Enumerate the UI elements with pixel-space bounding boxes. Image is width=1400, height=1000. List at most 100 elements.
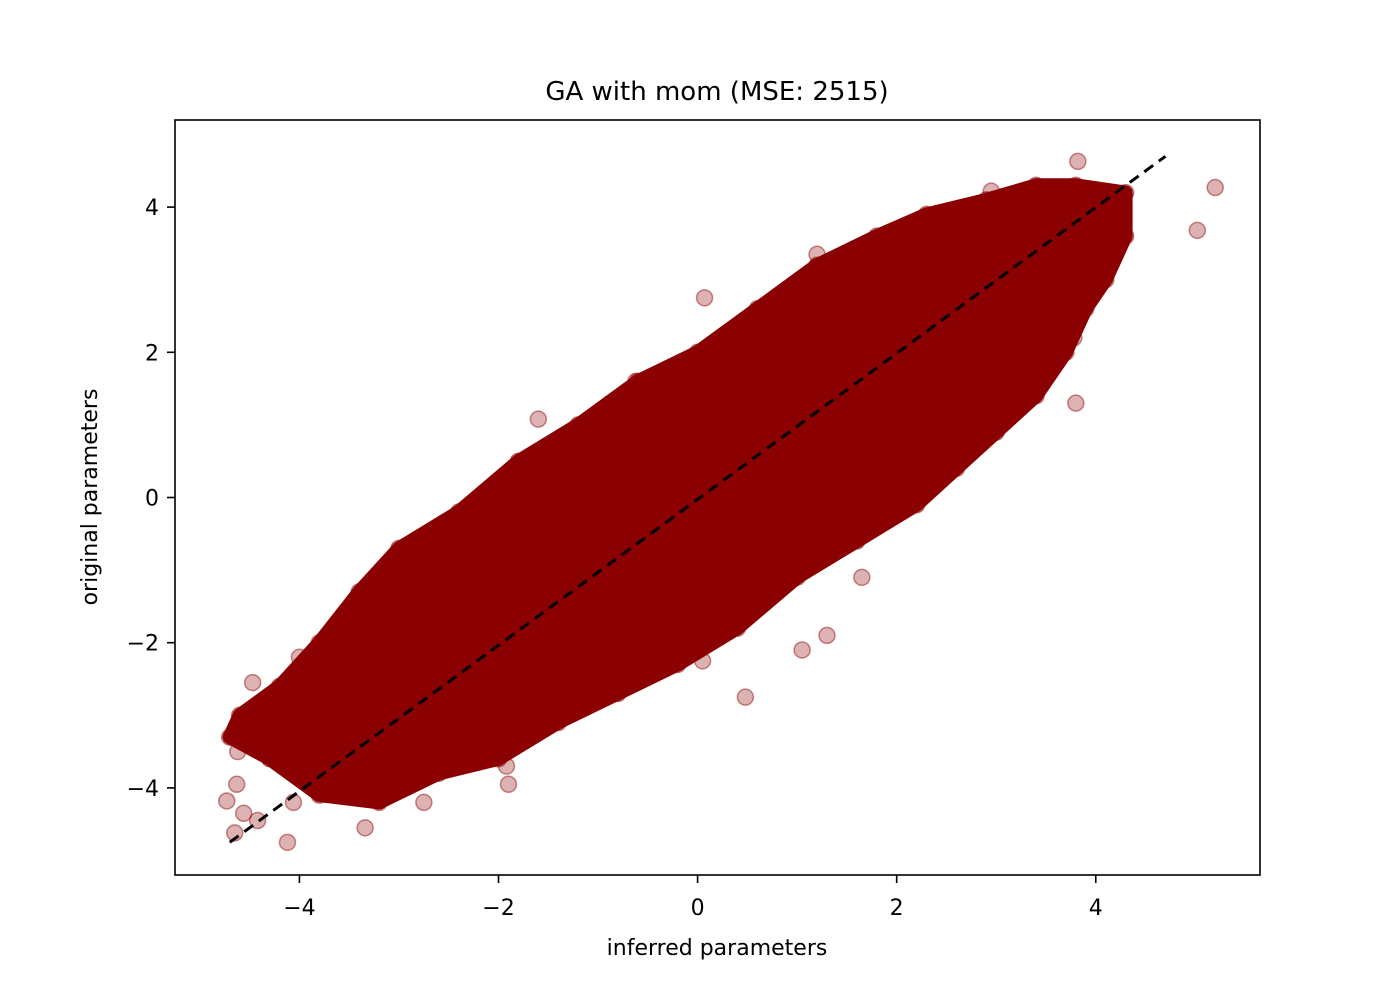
- plot-area: [218, 152, 1224, 852]
- scatter-point: [1092, 227, 1111, 245]
- cloud-edge-point: [688, 343, 707, 362]
- scatter-point: [356, 819, 374, 837]
- cloud-edge-point: [629, 372, 647, 391]
- cloud-edge-point: [1027, 176, 1045, 195]
- cloud-edge-point: [509, 452, 528, 470]
- scatter-point: [853, 568, 871, 587]
- scatter-point: [1067, 394, 1085, 412]
- cloud-edge-point: [947, 459, 966, 478]
- cloud-edge-point: [430, 764, 448, 783]
- scatter-point: [736, 688, 755, 706]
- scatter-point: [335, 608, 353, 627]
- scatter-point: [227, 775, 246, 794]
- y-tick-label: 0: [145, 487, 159, 512]
- scatter-point: [1086, 218, 1104, 237]
- scatter-point: [398, 572, 416, 590]
- cloud-edge-point: [549, 713, 567, 732]
- cloud-edge-point: [1116, 227, 1135, 245]
- scatter-point: [234, 804, 253, 823]
- scatter-point: [658, 655, 677, 674]
- scatter-point: [1035, 343, 1053, 362]
- scatter-point: [793, 641, 811, 659]
- cloud-edge-point: [350, 583, 368, 601]
- x-tick-label: 4: [1089, 896, 1103, 921]
- cloud-edge-point: [1067, 176, 1085, 195]
- scatter-point: [624, 383, 642, 401]
- cloud-edge-point: [977, 191, 996, 209]
- cloud-edge-point: [848, 532, 866, 550]
- cloud-edge-point: [868, 227, 886, 245]
- scatter-point: [902, 241, 921, 260]
- cloud-edge-point: [1057, 343, 1075, 362]
- cloud-edge-point: [370, 793, 388, 812]
- x-axis-label: inferred parameters: [607, 936, 828, 961]
- scatter-point: [942, 459, 961, 478]
- y-tick-label: 2: [145, 341, 159, 366]
- y-axis-label: original parameters: [78, 389, 103, 606]
- scatter-point: [260, 706, 279, 725]
- scatter-point: [280, 760, 299, 779]
- chart-title: GA with mom (MSE: 2515): [545, 77, 888, 107]
- cloud-edge-point: [310, 786, 329, 804]
- cloud-edge-point: [270, 677, 289, 695]
- y-tick-label: −4: [127, 777, 159, 802]
- cloud-edge-point: [1096, 270, 1115, 289]
- y-axis-ticks: −4 −2 0 2 4: [127, 196, 175, 802]
- cloud-edge-point: [489, 750, 508, 768]
- cloud-edge-point: [1116, 183, 1135, 202]
- cloud-edge-point: [569, 416, 587, 434]
- scatter-point: [218, 792, 236, 810]
- cloud-edge-point: [987, 423, 1005, 441]
- scatter-point: [1072, 196, 1090, 215]
- cloud-edge-point: [1077, 300, 1095, 318]
- scatter-point: [695, 289, 714, 307]
- scatter-points: [218, 152, 1224, 852]
- scatter-point: [290, 648, 309, 666]
- scatter-point: [1188, 221, 1207, 240]
- cloud-edge-point: [907, 496, 926, 514]
- cloud-edge-point: [1027, 387, 1045, 405]
- scatter-point: [325, 673, 344, 692]
- scatter-point: [415, 793, 433, 812]
- cloud-edge-point: [220, 728, 239, 746]
- scatter-point: [400, 750, 418, 768]
- cloud-edge-point: [230, 706, 249, 725]
- scatter-point: [1047, 310, 1065, 329]
- cloud-edge-point: [668, 655, 687, 674]
- scatter-point: [248, 811, 267, 830]
- scatter-point: [499, 775, 518, 794]
- scatter-point: [693, 652, 712, 670]
- x-tick-label: −2: [482, 896, 514, 921]
- cloud-edge-point: [310, 633, 329, 652]
- cloud-edge-point: [808, 256, 826, 274]
- cloud-edge-point: [917, 205, 936, 224]
- scatter-point: [1206, 178, 1224, 197]
- x-axis-ticks: −4 −2 0 2 4: [283, 875, 1103, 921]
- cloud-edge-point: [449, 503, 468, 521]
- dense-point-cloud: [222, 178, 1133, 810]
- scatter-point: [624, 395, 642, 414]
- scatter-point: [1062, 289, 1080, 307]
- scatter-point: [270, 746, 289, 764]
- scatter-point: [228, 742, 247, 761]
- scatter-point: [278, 833, 297, 852]
- cloud-edge-point: [260, 750, 279, 768]
- x-tick-label: 0: [691, 896, 705, 921]
- y-tick-label: 4: [145, 196, 159, 221]
- scatter-point: [907, 249, 926, 267]
- cloud-edge-point: [390, 539, 408, 558]
- scatter-point: [1069, 152, 1087, 171]
- scatter-point: [982, 182, 1000, 200]
- scatter-point: [1065, 329, 1083, 347]
- cloud-edge-point: [609, 684, 627, 703]
- scatter-point: [481, 490, 500, 508]
- x-tick-label: −4: [283, 896, 315, 921]
- y-tick-label: −2: [127, 632, 159, 657]
- cloud-edge-point: [748, 300, 767, 318]
- scatter-point: [932, 263, 951, 282]
- scatter-point: [1062, 250, 1080, 269]
- scatter-point: [292, 702, 311, 721]
- cloud-edge-point: [788, 568, 806, 587]
- cloud-edge-point: [728, 619, 747, 637]
